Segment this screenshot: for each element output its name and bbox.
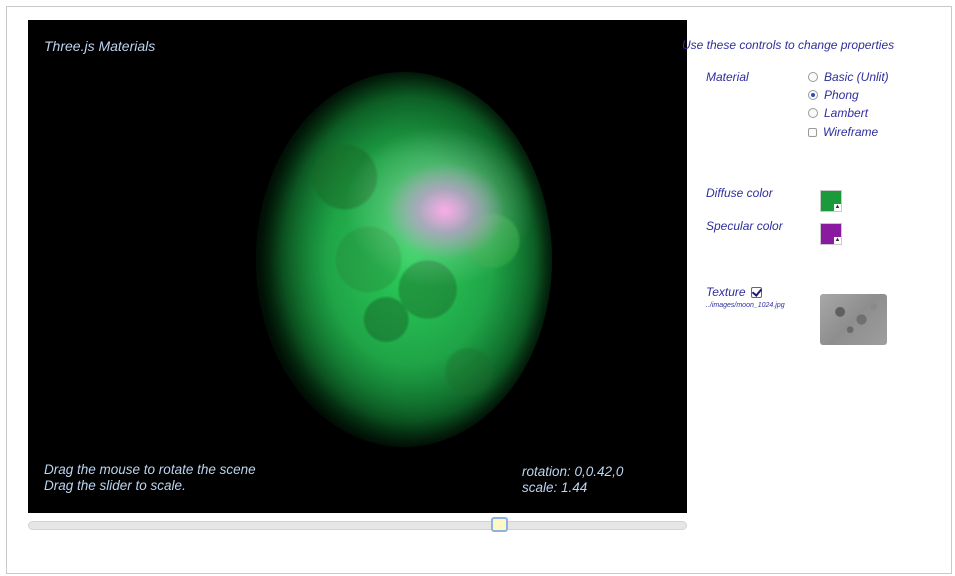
status-readout: rotation: 0,0.42,0 scale: 1.44 bbox=[522, 464, 623, 496]
wireframe-toggle[interactable]: Wireframe bbox=[808, 125, 878, 139]
material-option-phong[interactable]: Phong bbox=[808, 88, 859, 102]
scale-readout: scale: 1.44 bbox=[522, 480, 588, 495]
texture-path: ../images/moon_1024.jpg bbox=[706, 302, 785, 309]
wireframe-checkbox[interactable] bbox=[808, 127, 817, 137]
texture-checkbox[interactable] bbox=[750, 286, 762, 298]
render-viewport[interactable]: Three.js Materials Drag the mouse to rot… bbox=[28, 20, 687, 513]
diffuse-color-picker[interactable]: ▲ bbox=[820, 190, 842, 212]
chevron-down-icon: ▲ bbox=[834, 204, 841, 211]
moon-sphere[interactable] bbox=[256, 72, 552, 447]
material-option-basic[interactable]: Basic (Unlit) bbox=[808, 70, 889, 84]
scale-slider-track[interactable] bbox=[28, 521, 687, 530]
rotation-readout: rotation: 0,0.42,0 bbox=[522, 464, 624, 479]
material-option-lambert[interactable]: Lambert bbox=[808, 106, 868, 120]
viewport-title: Three.js Materials bbox=[44, 38, 156, 54]
help-line-scale: Drag the slider to scale. bbox=[44, 478, 186, 493]
radio-phong[interactable] bbox=[808, 90, 818, 100]
diffuse-color-label: Diffuse color bbox=[706, 186, 773, 200]
material-option-lambert-label: Lambert bbox=[824, 106, 869, 120]
specular-color-picker[interactable]: ▲ bbox=[820, 223, 842, 245]
material-option-basic-label: Basic (Unlit) bbox=[824, 70, 889, 84]
wireframe-label: Wireframe bbox=[823, 125, 879, 139]
chevron-down-icon: ▲ bbox=[834, 237, 841, 244]
radio-basic[interactable] bbox=[808, 72, 818, 82]
help-line-rotate: Drag the mouse to rotate the scene bbox=[44, 462, 256, 477]
controls-heading: Use these controls to change properties bbox=[682, 38, 895, 52]
radio-lambert[interactable] bbox=[808, 108, 818, 118]
material-option-phong-label: Phong bbox=[824, 88, 859, 102]
scale-slider-thumb[interactable] bbox=[491, 517, 508, 532]
texture-label: Texture bbox=[706, 285, 746, 299]
help-text: Drag the mouse to rotate the scene Drag … bbox=[44, 462, 256, 494]
texture-thumbnail[interactable] bbox=[820, 294, 887, 345]
texture-toggle[interactable]: Texture bbox=[706, 285, 762, 299]
specular-color-label: Specular color bbox=[706, 219, 783, 233]
material-label: Material bbox=[706, 70, 749, 84]
